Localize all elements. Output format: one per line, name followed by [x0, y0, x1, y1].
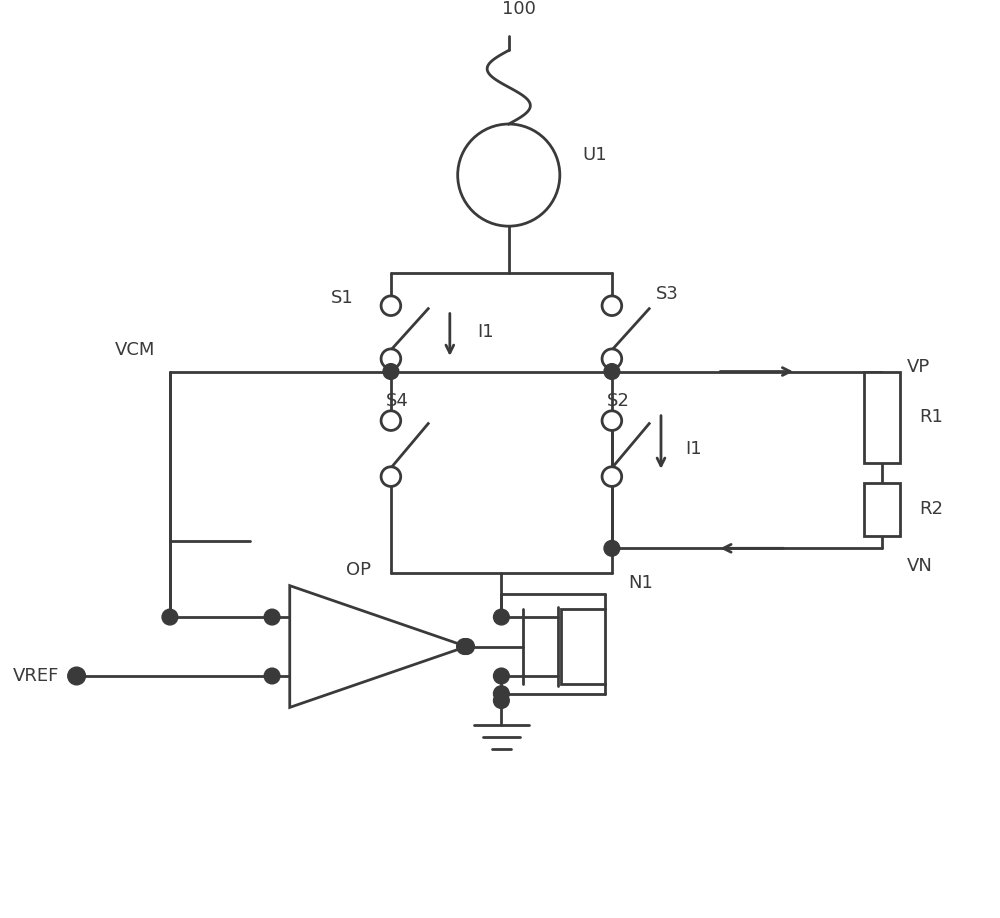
- Text: I1: I1: [477, 323, 494, 341]
- Text: OP: OP: [346, 561, 371, 579]
- Polygon shape: [290, 586, 467, 708]
- Text: S3: S3: [656, 285, 679, 303]
- Text: VN: VN: [907, 557, 932, 575]
- Text: 100: 100: [502, 0, 536, 18]
- Circle shape: [602, 466, 622, 487]
- Text: N1: N1: [629, 574, 653, 592]
- Circle shape: [457, 639, 472, 655]
- Text: U1: U1: [582, 147, 607, 164]
- Circle shape: [381, 296, 401, 316]
- Text: S4: S4: [386, 392, 409, 410]
- Text: S1: S1: [331, 289, 354, 307]
- Circle shape: [604, 364, 620, 379]
- Bar: [864, 372, 900, 463]
- Bar: [864, 483, 900, 535]
- Circle shape: [604, 541, 620, 556]
- Circle shape: [162, 610, 178, 625]
- Text: VCM: VCM: [115, 341, 155, 359]
- Circle shape: [381, 349, 401, 369]
- Bar: [561, 610, 605, 684]
- Circle shape: [68, 667, 85, 685]
- Circle shape: [264, 668, 280, 684]
- Text: R2: R2: [919, 500, 943, 518]
- Circle shape: [383, 364, 399, 379]
- Circle shape: [458, 124, 560, 226]
- Text: I1: I1: [686, 440, 702, 457]
- Text: S2: S2: [607, 392, 630, 410]
- Circle shape: [602, 349, 622, 369]
- Circle shape: [602, 411, 622, 431]
- Circle shape: [494, 686, 509, 701]
- Text: VP: VP: [907, 358, 930, 375]
- Text: R1: R1: [919, 409, 943, 426]
- Circle shape: [381, 411, 401, 431]
- Circle shape: [602, 296, 622, 316]
- Circle shape: [494, 693, 509, 709]
- Text: VREF: VREF: [13, 667, 59, 685]
- Circle shape: [264, 610, 280, 625]
- Circle shape: [381, 466, 401, 487]
- Circle shape: [494, 668, 509, 684]
- Circle shape: [494, 610, 509, 625]
- Circle shape: [459, 639, 474, 655]
